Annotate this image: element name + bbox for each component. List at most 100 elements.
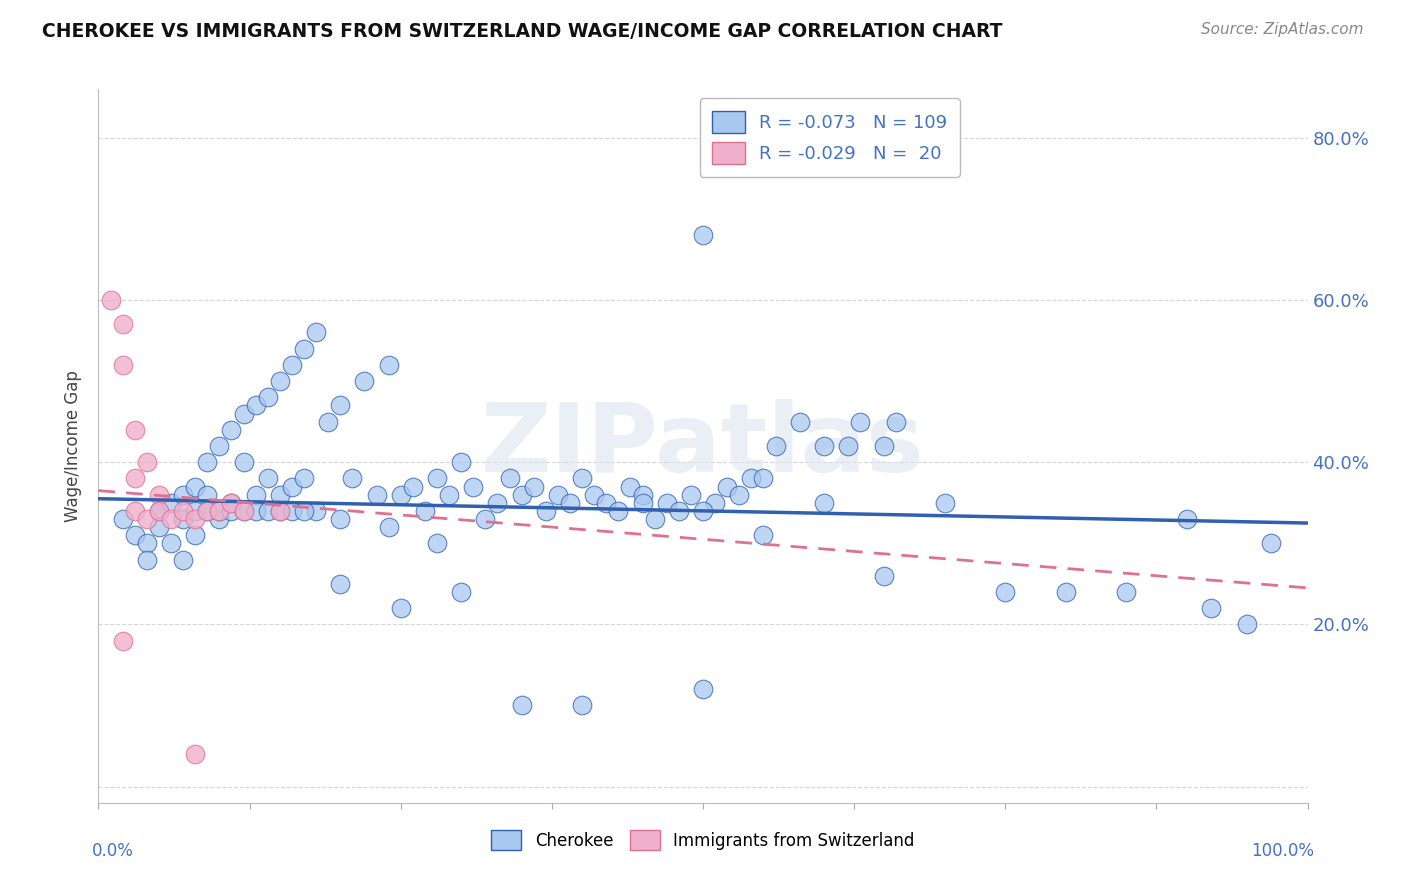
Point [232,407,254,421]
Point [232,504,254,518]
Point [172,488,194,502]
Point [100,293,122,307]
Point [873,439,896,453]
Point [426,471,449,485]
Point [558,496,581,510]
Point [245,504,267,518]
Point [292,342,315,356]
Point [583,488,606,502]
Point [1115,585,1137,599]
Point [849,415,872,429]
Point [655,496,678,510]
Point [571,698,593,713]
Point [813,439,835,453]
Point [135,536,157,550]
Point [547,488,569,502]
Point [595,496,617,510]
Point [221,496,243,510]
Point [124,471,146,485]
Point [184,504,207,518]
Point [316,415,339,429]
Point [111,633,134,648]
Point [208,512,231,526]
Point [245,488,267,502]
Text: CHEROKEE VS IMMIGRANTS FROM SWITZERLAND WAGE/INCOME GAP CORRELATION CHART: CHEROKEE VS IMMIGRANTS FROM SWITZERLAND … [42,22,1002,41]
Point [692,504,714,518]
Point [269,504,291,518]
Point [534,504,557,518]
Point [450,585,472,599]
Point [631,496,654,510]
Point [305,326,328,340]
Point [135,512,157,526]
Point [668,504,690,518]
Point [752,528,775,542]
Point [256,504,278,518]
Point [256,390,278,404]
Point [148,504,170,518]
Point [195,455,218,469]
Legend: Cherokee, Immigrants from Switzerland: Cherokee, Immigrants from Switzerland [484,822,922,859]
Point [269,504,291,518]
Point [329,399,352,413]
Point [389,601,412,615]
Point [269,374,291,388]
Point [631,488,654,502]
Point [377,520,399,534]
Point [510,698,533,713]
Text: Source: ZipAtlas.com: Source: ZipAtlas.com [1201,22,1364,37]
Point [184,747,207,761]
Point [111,358,134,372]
Point [486,496,509,510]
Point [510,488,533,502]
Point [245,399,267,413]
Point [607,504,630,518]
Point [208,439,231,453]
Point [426,536,449,550]
Point [232,504,254,518]
Point [740,471,762,485]
Point [111,512,134,526]
Point [1199,601,1222,615]
Point [256,471,278,485]
Point [329,577,352,591]
Point [704,496,727,510]
Point [148,504,170,518]
Point [232,455,254,469]
Point [716,479,738,493]
Point [692,682,714,697]
Point [789,415,811,429]
Point [377,358,399,372]
Point [994,585,1017,599]
Point [1260,536,1282,550]
Point [221,496,243,510]
Point [523,479,546,493]
Point [463,479,485,493]
Point [111,318,134,332]
Point [813,496,835,510]
Y-axis label: Wage/Income Gap: Wage/Income Gap [65,370,83,522]
Point [1236,617,1258,632]
Point [619,479,641,493]
Point [135,552,157,566]
Point [389,488,412,502]
Point [281,504,304,518]
Point [172,504,194,518]
Point [281,479,304,493]
Point [148,520,170,534]
Point [208,504,231,518]
Point [450,455,472,469]
Point [934,496,956,510]
Point [195,504,218,518]
Point [342,471,364,485]
Point [184,528,207,542]
Point [124,504,146,518]
Point [886,415,908,429]
Point [160,496,183,510]
Point [679,488,702,502]
Point [160,512,183,526]
Point [498,471,520,485]
Text: ZIPatlas: ZIPatlas [481,400,925,492]
Point [765,439,787,453]
Point [305,504,328,518]
